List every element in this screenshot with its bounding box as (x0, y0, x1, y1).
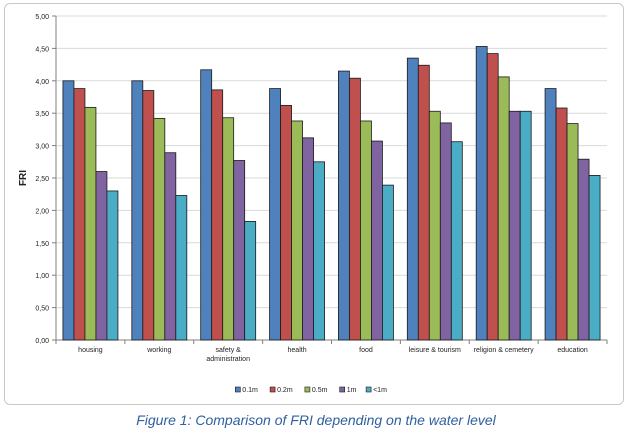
bar-1m-0 (95, 171, 108, 341)
y-tick-label: 0,00 (35, 338, 49, 345)
y-tick-label: 1,50 (35, 241, 49, 248)
x-category-label: religion & cemetery (474, 347, 534, 354)
legend-label: 0.5m (312, 387, 328, 394)
legend-label: <1m (373, 387, 387, 394)
bar-1m-7 (577, 158, 590, 341)
y-tick-label: 5,00 (35, 14, 49, 21)
legend-label: 0.1m (242, 387, 258, 394)
bar-01m-7 (544, 88, 557, 341)
x-category-label: health (288, 347, 307, 354)
x-category-label: administration (206, 356, 250, 363)
legend-swatch (365, 386, 372, 393)
x-category-label: working (146, 347, 171, 354)
figure-caption: Figure 1: Comparison of FRI depending on… (136, 412, 496, 428)
bar-01m-3 (269, 88, 281, 341)
bar-02m-2 (211, 89, 224, 341)
legend-label: 1m (347, 387, 357, 394)
bar-05m-1 (153, 117, 166, 341)
bar-1m-3 (302, 137, 314, 341)
bar-1m-1 (175, 195, 188, 341)
bar-1m-6 (519, 110, 532, 341)
bar-1m-7 (588, 175, 601, 341)
bar-02m-3 (280, 105, 292, 341)
bar-02m-7 (555, 107, 568, 341)
bar-01m-0 (62, 80, 75, 341)
bar-01m-1 (131, 80, 144, 341)
bar-02m-0 (73, 88, 86, 341)
bar-05m-0 (84, 106, 97, 341)
bar-1m-6 (508, 110, 521, 341)
bar-01m-5 (406, 57, 419, 341)
legend-label: 0.2m (277, 387, 293, 394)
bar-1m-5 (439, 122, 452, 341)
bar-05m-5 (428, 110, 441, 341)
y-tick-label: 1,00 (35, 273, 49, 280)
y-axis-title: FRI (18, 170, 29, 186)
bar-1m-0 (106, 190, 119, 341)
legend-swatch (235, 386, 241, 393)
x-category-label: safety & (216, 347, 242, 354)
bar-1m-1 (164, 152, 177, 341)
bar-1m-4 (371, 140, 383, 341)
bar-05m-2 (222, 117, 235, 341)
x-category-label: leisure & tourism (409, 347, 461, 354)
bar-02m-1 (142, 90, 155, 341)
y-tick-label: 4,50 (35, 46, 49, 53)
bar-1m-3 (313, 161, 325, 341)
bar-02m-4 (349, 77, 361, 341)
bar-1m-4 (382, 184, 394, 341)
legend-swatch (339, 386, 346, 393)
bar-02m-5 (417, 64, 430, 341)
y-tick-label: 3,00 (35, 144, 49, 151)
legend-swatch (269, 386, 276, 393)
bar-01m-6 (475, 46, 488, 341)
x-category-label: education (557, 347, 587, 354)
x-category-label: housing (78, 347, 103, 354)
legend-swatch (304, 386, 311, 393)
bar-01m-2 (200, 69, 213, 341)
bar-05m-4 (360, 120, 372, 341)
bar-01m-4 (338, 70, 350, 341)
bar-1m-5 (450, 141, 463, 341)
y-tick-label: 3,50 (35, 111, 49, 118)
bar-1m-2 (244, 221, 257, 341)
x-category-label: food (359, 347, 373, 354)
y-tick-label: 2,00 (35, 208, 49, 215)
bar-05m-3 (291, 120, 303, 341)
bar-1m-2 (233, 160, 246, 341)
y-tick-label: 2,50 (35, 176, 49, 183)
y-tick-label: 4,00 (35, 79, 49, 86)
y-tick-label: 0,50 (35, 306, 49, 313)
bar-05m-7 (566, 123, 579, 341)
bar-05m-6 (497, 76, 510, 341)
bar-02m-6 (486, 53, 499, 341)
